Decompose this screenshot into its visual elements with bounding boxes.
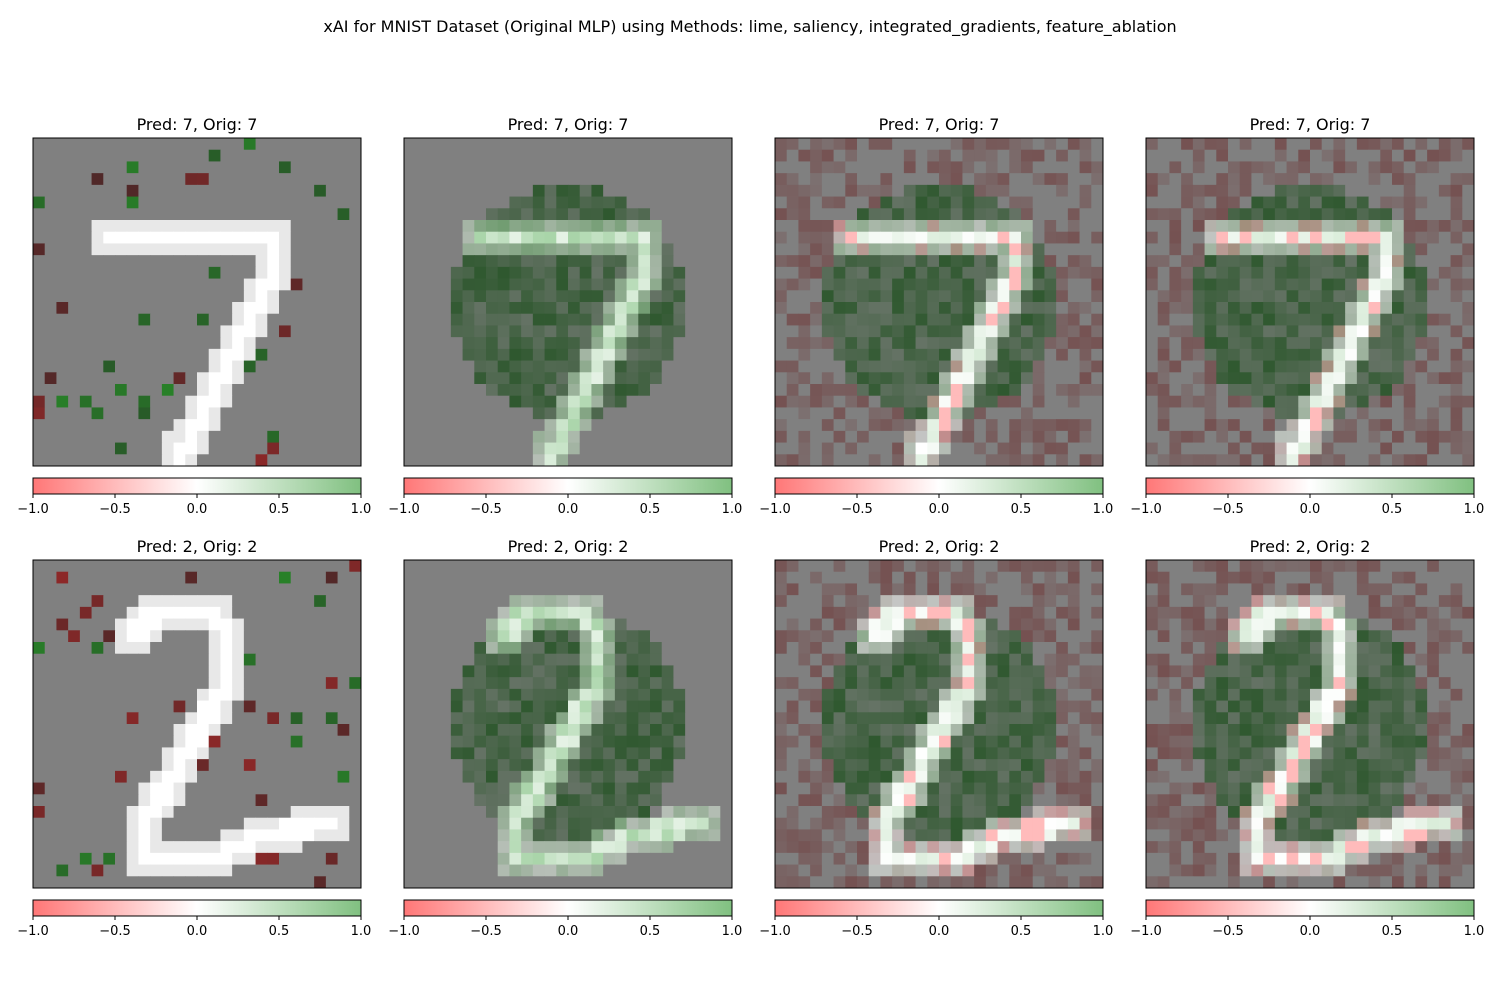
heatmap-cells [33,560,362,889]
panel-title: Pred: 2, Orig: 2 [508,537,629,556]
heatmap-panel-saliency-2: Pred: 2, Orig: 2 −1.0 −0.5 0.0 0.5 1.0 [388,537,742,939]
colorbar-tick-label: 0.5 [269,502,290,517]
colorbar-tick-label: −0.5 [841,924,873,939]
colorbar-tick-label: 0.5 [640,502,661,517]
colorbar-tick-label: −0.5 [470,502,502,517]
figure-title: xAI for MNIST Dataset (Original MLP) usi… [323,17,1177,36]
panel-frame [403,559,733,889]
colorbar-tick-label: −0.5 [841,502,873,517]
colorbar-tick-label: 0.0 [558,502,579,517]
colorbar [32,899,362,917]
heatmap-panel-lime-2: Pred: 2, Orig: 2 −1.0 −0.5 0.0 0.5 1.0 [17,537,371,939]
colorbar-tick-label: 0.0 [929,924,950,939]
colorbar-tick-label: 1.0 [1464,924,1485,939]
colorbar-tick-label: 0.0 [929,502,950,517]
panel-frame [403,137,733,467]
colorbar-tick-label: −1.0 [1130,924,1162,939]
colorbar-tick-label: 0.5 [1011,924,1032,939]
colorbar-tick-label: −1.0 [17,924,49,939]
heatmap-cells [1146,138,1475,467]
colorbar [774,477,1104,495]
colorbar-tick-label: 0.5 [640,924,661,939]
heatmap-cells [33,138,362,467]
heatmap-cells [404,560,733,889]
colorbar-tick-label: −0.5 [1212,924,1244,939]
colorbar-tick-label: 0.0 [1300,502,1321,517]
heatmap-cells [775,138,1104,467]
colorbar [403,477,733,495]
colorbar-tick-label: 1.0 [1093,502,1114,517]
colorbar-tick-label: 1.0 [722,924,743,939]
colorbar-tick-label: 0.5 [1382,502,1403,517]
colorbar-tick-label: 0.5 [1011,502,1032,517]
colorbar-tick-label: 1.0 [722,502,743,517]
heatmap-cells [1146,560,1475,889]
heatmap-panel-integrated_gradients-7: Pred: 7, Orig: 7 −1.0 −0.5 0.0 0.5 1.0 [759,115,1113,517]
colorbar-tick-label: 0.0 [187,924,208,939]
panel-title: Pred: 7, Orig: 7 [508,115,629,134]
colorbar-tick-label: 0.5 [1382,924,1403,939]
colorbar-tick-label: 1.0 [1093,924,1114,939]
panel-title: Pred: 7, Orig: 7 [879,115,1000,134]
colorbar-tick-label: 1.0 [1464,502,1485,517]
colorbar-tick-label: −1.0 [17,502,49,517]
heatmap-panel-lime-7: Pred: 7, Orig: 7 −1.0 −0.5 0.0 0.5 1.0 [17,115,371,517]
panel-title: Pred: 2, Orig: 2 [137,537,258,556]
colorbar-tick-label: −1.0 [759,502,791,517]
panel-title: Pred: 7, Orig: 7 [137,115,258,134]
colorbar-tick-label: −1.0 [759,924,791,939]
colorbar-tick-label: 1.0 [351,502,372,517]
colorbar-tick-label: −0.5 [470,924,502,939]
heatmap-cells [775,560,1104,889]
colorbar-tick-label: 0.0 [1300,924,1321,939]
colorbar-tick-label: −1.0 [388,502,420,517]
heatmap-panel-feature_ablation-2: Pred: 2, Orig: 2 −1.0 −0.5 0.0 0.5 1.0 [1130,537,1484,939]
colorbar-tick-label: −0.5 [99,924,131,939]
panel-title: Pred: 7, Orig: 7 [1250,115,1371,134]
panel-frame [1145,137,1475,467]
panel-frame [774,137,1104,467]
colorbar [32,477,362,495]
colorbar [774,899,1104,917]
colorbar [1145,899,1475,917]
panel-frame [774,559,1104,889]
panel-frame [1145,559,1475,889]
panel-frame [32,137,362,467]
panel-title: Pred: 2, Orig: 2 [1250,537,1371,556]
colorbar-tick-label: 0.5 [269,924,290,939]
colorbar-tick-label: 0.0 [187,502,208,517]
heatmap-cells [404,138,733,467]
colorbar [403,899,733,917]
colorbar [1145,477,1475,495]
colorbar-tick-label: −0.5 [99,502,131,517]
colorbar-tick-label: 1.0 [351,924,372,939]
heatmap-panel-saliency-7: Pred: 7, Orig: 7 −1.0 −0.5 0.0 0.5 1.0 [388,115,742,517]
heatmap-panel-integrated_gradients-2: Pred: 2, Orig: 2 −1.0 −0.5 0.0 0.5 1.0 [759,537,1113,939]
colorbar-tick-label: 0.0 [558,924,579,939]
colorbar-tick-label: −1.0 [388,924,420,939]
colorbar-tick-label: −1.0 [1130,502,1162,517]
heatmap-panel-feature_ablation-7: Pred: 7, Orig: 7 −1.0 −0.5 0.0 0.5 1.0 [1130,115,1484,517]
panel-frame [32,559,362,889]
colorbar-tick-label: −0.5 [1212,502,1244,517]
panel-title: Pred: 2, Orig: 2 [879,537,1000,556]
